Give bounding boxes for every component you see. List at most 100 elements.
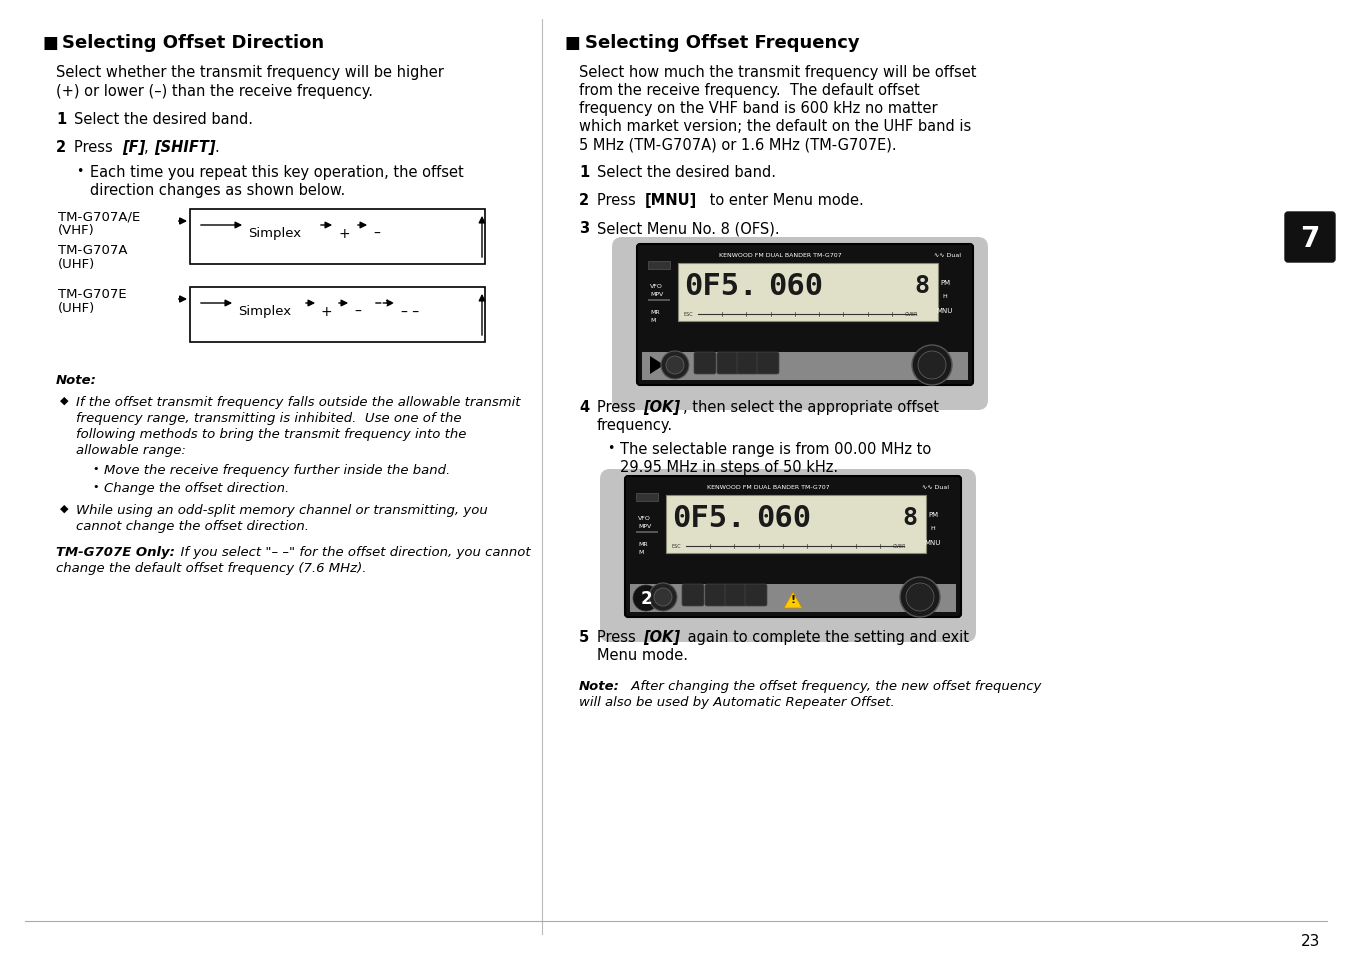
FancyBboxPatch shape [600,470,976,642]
Text: H: H [942,294,948,298]
Text: H: H [930,525,936,531]
Text: 1: 1 [55,112,66,127]
Text: Press: Press [598,193,641,208]
FancyBboxPatch shape [717,353,740,375]
Text: 0F5.: 0F5. [672,503,745,533]
Text: !: ! [791,595,795,604]
Text: – –: – – [402,305,419,318]
FancyBboxPatch shape [704,584,727,606]
Text: which market version; the default on the UHF band is: which market version; the default on the… [579,119,971,133]
Text: 23: 23 [1301,933,1320,948]
FancyBboxPatch shape [1284,213,1334,263]
Text: allowable range:: allowable range: [76,443,185,456]
Text: Change the offset direction.: Change the offset direction. [104,481,289,495]
Text: VFO: VFO [638,516,650,520]
Text: Select Menu No. 8 (OFS).: Select Menu No. 8 (OFS). [598,221,780,235]
FancyBboxPatch shape [637,245,973,386]
Text: The selectable range is from 00.00 MHz to: The selectable range is from 00.00 MHz t… [621,441,932,456]
Circle shape [661,352,690,379]
Text: MNU: MNU [925,539,941,545]
Text: , then select the appropriate offset: , then select the appropriate offset [683,399,940,415]
Text: VFO: VFO [650,284,662,289]
Text: ESC: ESC [672,543,681,548]
Text: TM-G707E Only:: TM-G707E Only: [55,545,174,558]
Text: 2: 2 [579,193,589,208]
FancyBboxPatch shape [757,353,779,375]
Text: MR: MR [650,310,660,314]
Text: 8: 8 [914,274,929,297]
Text: 8: 8 [902,505,917,530]
FancyBboxPatch shape [612,237,988,411]
Text: frequency range, transmitting is inhibited.  Use one of the: frequency range, transmitting is inhibit… [76,412,461,424]
Text: •: • [607,441,614,455]
Text: will also be used by Automatic Repeater Offset.: will also be used by Automatic Repeater … [579,696,895,708]
Text: TM-G707A: TM-G707A [58,244,127,256]
Bar [648,262,671,270]
Bar [635,532,658,534]
Circle shape [667,356,684,375]
Text: [SHIFT]: [SHIFT] [154,140,215,154]
Text: MPV: MPV [638,523,652,529]
Text: KENWOOD FM DUAL BANDER TM-G707: KENWOOD FM DUAL BANDER TM-G707 [707,484,829,490]
Text: Select whether the transmit frequency will be higher: Select whether the transmit frequency wi… [55,65,443,80]
Text: Menu mode.: Menu mode. [598,647,688,662]
Text: MR: MR [638,541,648,546]
Text: following methods to bring the transmit frequency into the: following methods to bring the transmit … [76,428,466,440]
Circle shape [654,588,672,606]
Text: TM-G707E: TM-G707E [58,288,127,301]
Text: KENWOOD FM DUAL BANDER TM-G707: KENWOOD FM DUAL BANDER TM-G707 [719,253,841,257]
FancyBboxPatch shape [745,584,767,606]
Text: Simplex: Simplex [247,227,301,240]
Text: OVER: OVER [904,312,918,316]
Text: Select the desired band.: Select the desired band. [74,112,253,127]
Text: MPV: MPV [650,292,664,296]
Text: Note:: Note: [55,374,97,387]
Text: from the receive frequency.  The default offset: from the receive frequency. The default … [579,83,919,98]
Polygon shape [650,356,664,375]
Bar [667,496,926,554]
Text: 060: 060 [756,503,811,533]
Text: cannot change the offset direction.: cannot change the offset direction. [76,519,310,533]
Text: [OK]: [OK] [644,629,680,644]
FancyBboxPatch shape [725,584,748,606]
Text: 3: 3 [579,221,589,235]
Text: If the offset transmit frequency falls outside the allowable transmit: If the offset transmit frequency falls o… [76,395,521,409]
Bar [630,584,956,613]
Text: Select how much the transmit frequency will be offset: Select how much the transmit frequency w… [579,65,976,80]
Text: PM: PM [940,280,950,286]
Text: ESC: ESC [684,312,694,316]
Text: PM: PM [927,512,938,517]
Text: 5: 5 [579,629,589,644]
Text: OVER: OVER [892,543,906,548]
Text: •: • [92,481,99,492]
Text: Select the desired band.: Select the desired band. [598,165,776,180]
Text: Press: Press [74,140,118,154]
Text: [MNU]: [MNU] [645,193,698,208]
Circle shape [900,578,940,618]
FancyBboxPatch shape [625,476,961,618]
Circle shape [913,346,952,386]
Text: ◆: ◆ [59,395,69,406]
Text: (UHF): (UHF) [58,257,95,271]
Text: frequency on the VHF band is 600 kHz no matter: frequency on the VHF band is 600 kHz no … [579,101,938,116]
Bar [191,210,485,265]
Text: –: – [373,227,380,241]
Text: •: • [92,463,99,474]
Text: ∿∿ Dual: ∿∿ Dual [922,484,949,490]
Text: ∿∿ Dual: ∿∿ Dual [934,253,961,257]
Circle shape [649,583,677,612]
Text: frequency.: frequency. [598,417,673,433]
Text: 2: 2 [55,140,66,154]
Text: +: + [320,305,333,318]
Text: If you select "– –" for the offset direction, you cannot: If you select "– –" for the offset direc… [172,545,530,558]
Text: again to complete the setting and exit: again to complete the setting and exit [683,629,969,644]
Text: After changing the offset frequency, the new offset frequency: After changing the offset frequency, the… [627,679,1041,692]
Text: (VHF): (VHF) [58,224,95,236]
Bar [677,264,938,322]
Text: change the default offset frequency (7.6 MHz).: change the default offset frequency (7.6… [55,561,366,575]
Text: M: M [638,550,644,555]
Text: to enter Menu mode.: to enter Menu mode. [704,193,864,208]
Text: Simplex: Simplex [238,305,291,317]
Text: ■: ■ [565,34,581,52]
Text: Move the receive frequency further inside the band.: Move the receive frequency further insid… [104,463,450,476]
